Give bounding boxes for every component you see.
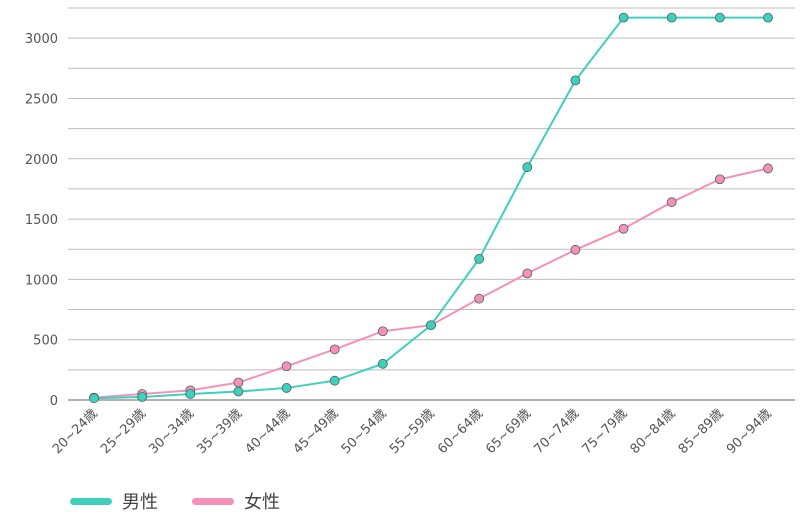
series-line	[93, 16, 768, 400]
data-point[interactable]	[522, 162, 533, 173]
x-tick-label: 85~89歳	[676, 406, 727, 457]
data-point[interactable]	[618, 223, 629, 234]
legend-label-male: 男性	[122, 492, 158, 513]
grid-lines	[68, 7, 795, 401]
x-tick-label: 25~29歳	[98, 406, 149, 457]
y-tick-label: 500	[33, 334, 58, 349]
data-point[interactable]	[233, 386, 244, 397]
y-tick-label: 3000	[25, 32, 58, 47]
data-point[interactable]	[329, 375, 340, 386]
legend: 男性 女性	[70, 488, 280, 514]
data-point[interactable]	[522, 268, 533, 279]
x-tick-label: 90~94歳	[724, 406, 775, 457]
data-point[interactable]	[666, 12, 677, 23]
data-point[interactable]	[666, 197, 677, 208]
x-tick-label: 40~44歳	[242, 406, 293, 457]
x-tick-label: 70~74歳	[531, 406, 582, 457]
data-point[interactable]	[377, 358, 388, 369]
legend-item-male[interactable]: 男性	[70, 488, 158, 514]
data-point[interactable]	[185, 389, 196, 399]
x-axis: 20~24歳25~29歳30~34歳35~39歳40~44歳45~49歳50~5…	[50, 406, 775, 457]
x-tick-label: 30~34歳	[146, 406, 197, 457]
data-point[interactable]	[377, 326, 388, 337]
data-point[interactable]	[570, 244, 581, 255]
x-tick-label: 65~69歳	[483, 406, 534, 457]
y-tick-label: 1500	[25, 213, 58, 228]
x-tick-label: 50~54歳	[339, 406, 390, 457]
x-tick-label: 55~59歳	[387, 406, 438, 457]
data-point[interactable]	[763, 12, 773, 23]
y-axis: 0 500 1000 1500 2000 2500 3000	[25, 32, 58, 409]
series-male	[89, 12, 773, 404]
series-layer	[89, 12, 773, 404]
data-point[interactable]	[281, 361, 292, 372]
data-point[interactable]	[618, 12, 629, 23]
legend-swatch-male	[70, 497, 112, 505]
data-point[interactable]	[714, 12, 725, 23]
x-tick-label: 20~24歳	[50, 406, 101, 457]
data-point[interactable]	[281, 383, 292, 393]
legend-swatch-female	[192, 497, 234, 505]
data-point[interactable]	[714, 174, 725, 185]
data-point[interactable]	[426, 320, 436, 331]
x-tick-label: 80~84歳	[628, 406, 679, 457]
legend-item-female[interactable]: 女性	[192, 488, 280, 514]
x-tick-label: 75~79歳	[579, 406, 630, 457]
data-point[interactable]	[89, 393, 99, 404]
data-point[interactable]	[137, 392, 148, 402]
y-tick-label: 0	[50, 394, 58, 409]
x-tick-label: 60~64歳	[435, 406, 486, 457]
legend-label-female: 女性	[244, 492, 280, 513]
x-tick-label: 35~39歳	[194, 406, 245, 457]
series-female	[89, 163, 773, 403]
y-tick-label: 2000	[25, 153, 58, 168]
data-point[interactable]	[474, 293, 485, 304]
data-point[interactable]	[570, 75, 581, 86]
data-point[interactable]	[763, 163, 773, 174]
x-tick-label: 45~49歳	[291, 406, 342, 457]
data-point[interactable]	[329, 344, 340, 355]
data-point[interactable]	[233, 377, 244, 388]
data-point[interactable]	[474, 253, 485, 264]
y-tick-label: 2500	[25, 92, 58, 107]
y-tick-label: 1000	[25, 273, 58, 288]
